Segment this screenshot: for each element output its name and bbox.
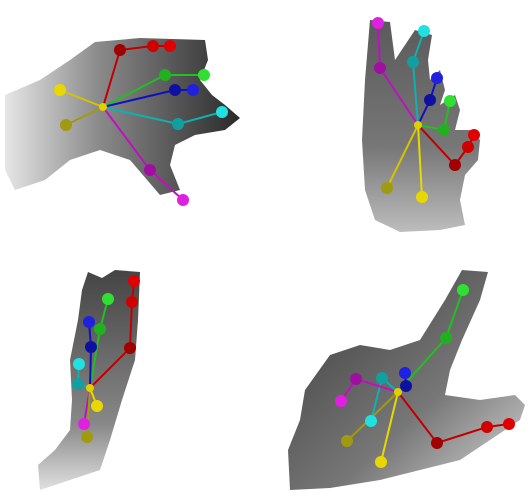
hand-1 [5, 38, 240, 206]
skeleton [72, 275, 140, 443]
hand-4 [288, 270, 525, 490]
skeleton [54, 40, 228, 206]
depth-silhouette [38, 270, 140, 490]
depth-silhouette [5, 38, 240, 195]
hand-3 [38, 270, 140, 490]
skeleton [335, 284, 515, 468]
hand-2 [362, 17, 480, 232]
skeleton [372, 17, 480, 203]
